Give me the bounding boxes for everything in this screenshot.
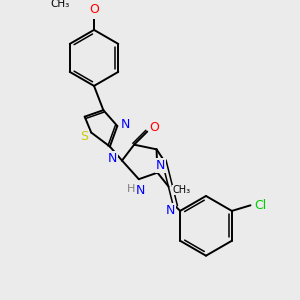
- Text: CH₃: CH₃: [50, 0, 70, 9]
- Text: H: H: [127, 184, 136, 194]
- Text: Cl: Cl: [255, 199, 267, 212]
- Text: N: N: [108, 152, 117, 165]
- Text: O: O: [89, 3, 99, 16]
- Text: N: N: [166, 204, 176, 218]
- Text: N: N: [136, 184, 146, 197]
- Text: S: S: [80, 130, 88, 143]
- Text: N: N: [156, 159, 165, 172]
- Text: N: N: [121, 118, 130, 130]
- Text: CH₃: CH₃: [172, 185, 190, 195]
- Text: O: O: [150, 122, 160, 134]
